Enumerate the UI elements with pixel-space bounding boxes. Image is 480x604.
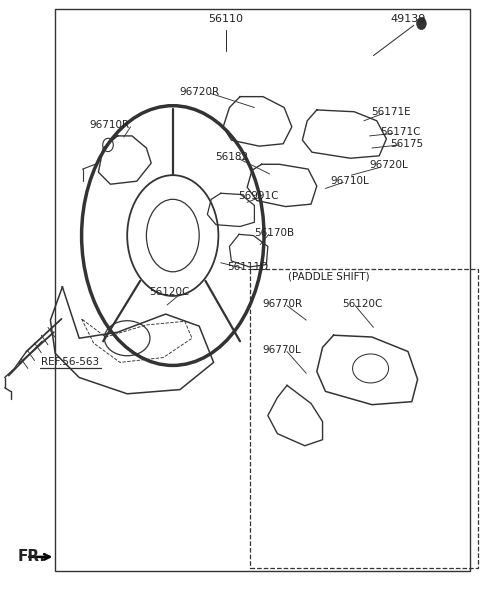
Text: 56110: 56110 — [208, 14, 243, 24]
Text: 56171C: 56171C — [381, 127, 421, 137]
Text: 96720R: 96720R — [179, 87, 219, 97]
Text: REF.56-563: REF.56-563 — [40, 358, 99, 367]
Bar — [250, 269, 478, 568]
Text: 56120C: 56120C — [342, 299, 383, 309]
Text: FR.: FR. — [17, 550, 45, 564]
Text: (PADDLE SHIFT): (PADDLE SHIFT) — [288, 271, 370, 281]
Text: 96720L: 96720L — [370, 161, 408, 170]
Text: 96770L: 96770L — [263, 345, 301, 355]
Text: 56991C: 56991C — [238, 191, 278, 201]
Text: 96770R: 96770R — [262, 299, 302, 309]
Text: 56171E: 56171E — [372, 107, 411, 117]
Text: 56170B: 56170B — [254, 228, 295, 237]
Text: 56111D: 56111D — [227, 262, 268, 272]
Text: 56120C: 56120C — [149, 288, 190, 297]
Text: 49139: 49139 — [390, 14, 426, 24]
Bar — [55, 9, 470, 571]
Ellipse shape — [417, 18, 426, 30]
Text: 56175: 56175 — [390, 139, 423, 149]
Text: 96710R: 96710R — [89, 120, 130, 130]
Text: 56182: 56182 — [215, 152, 248, 162]
Text: 96710L: 96710L — [330, 176, 369, 185]
